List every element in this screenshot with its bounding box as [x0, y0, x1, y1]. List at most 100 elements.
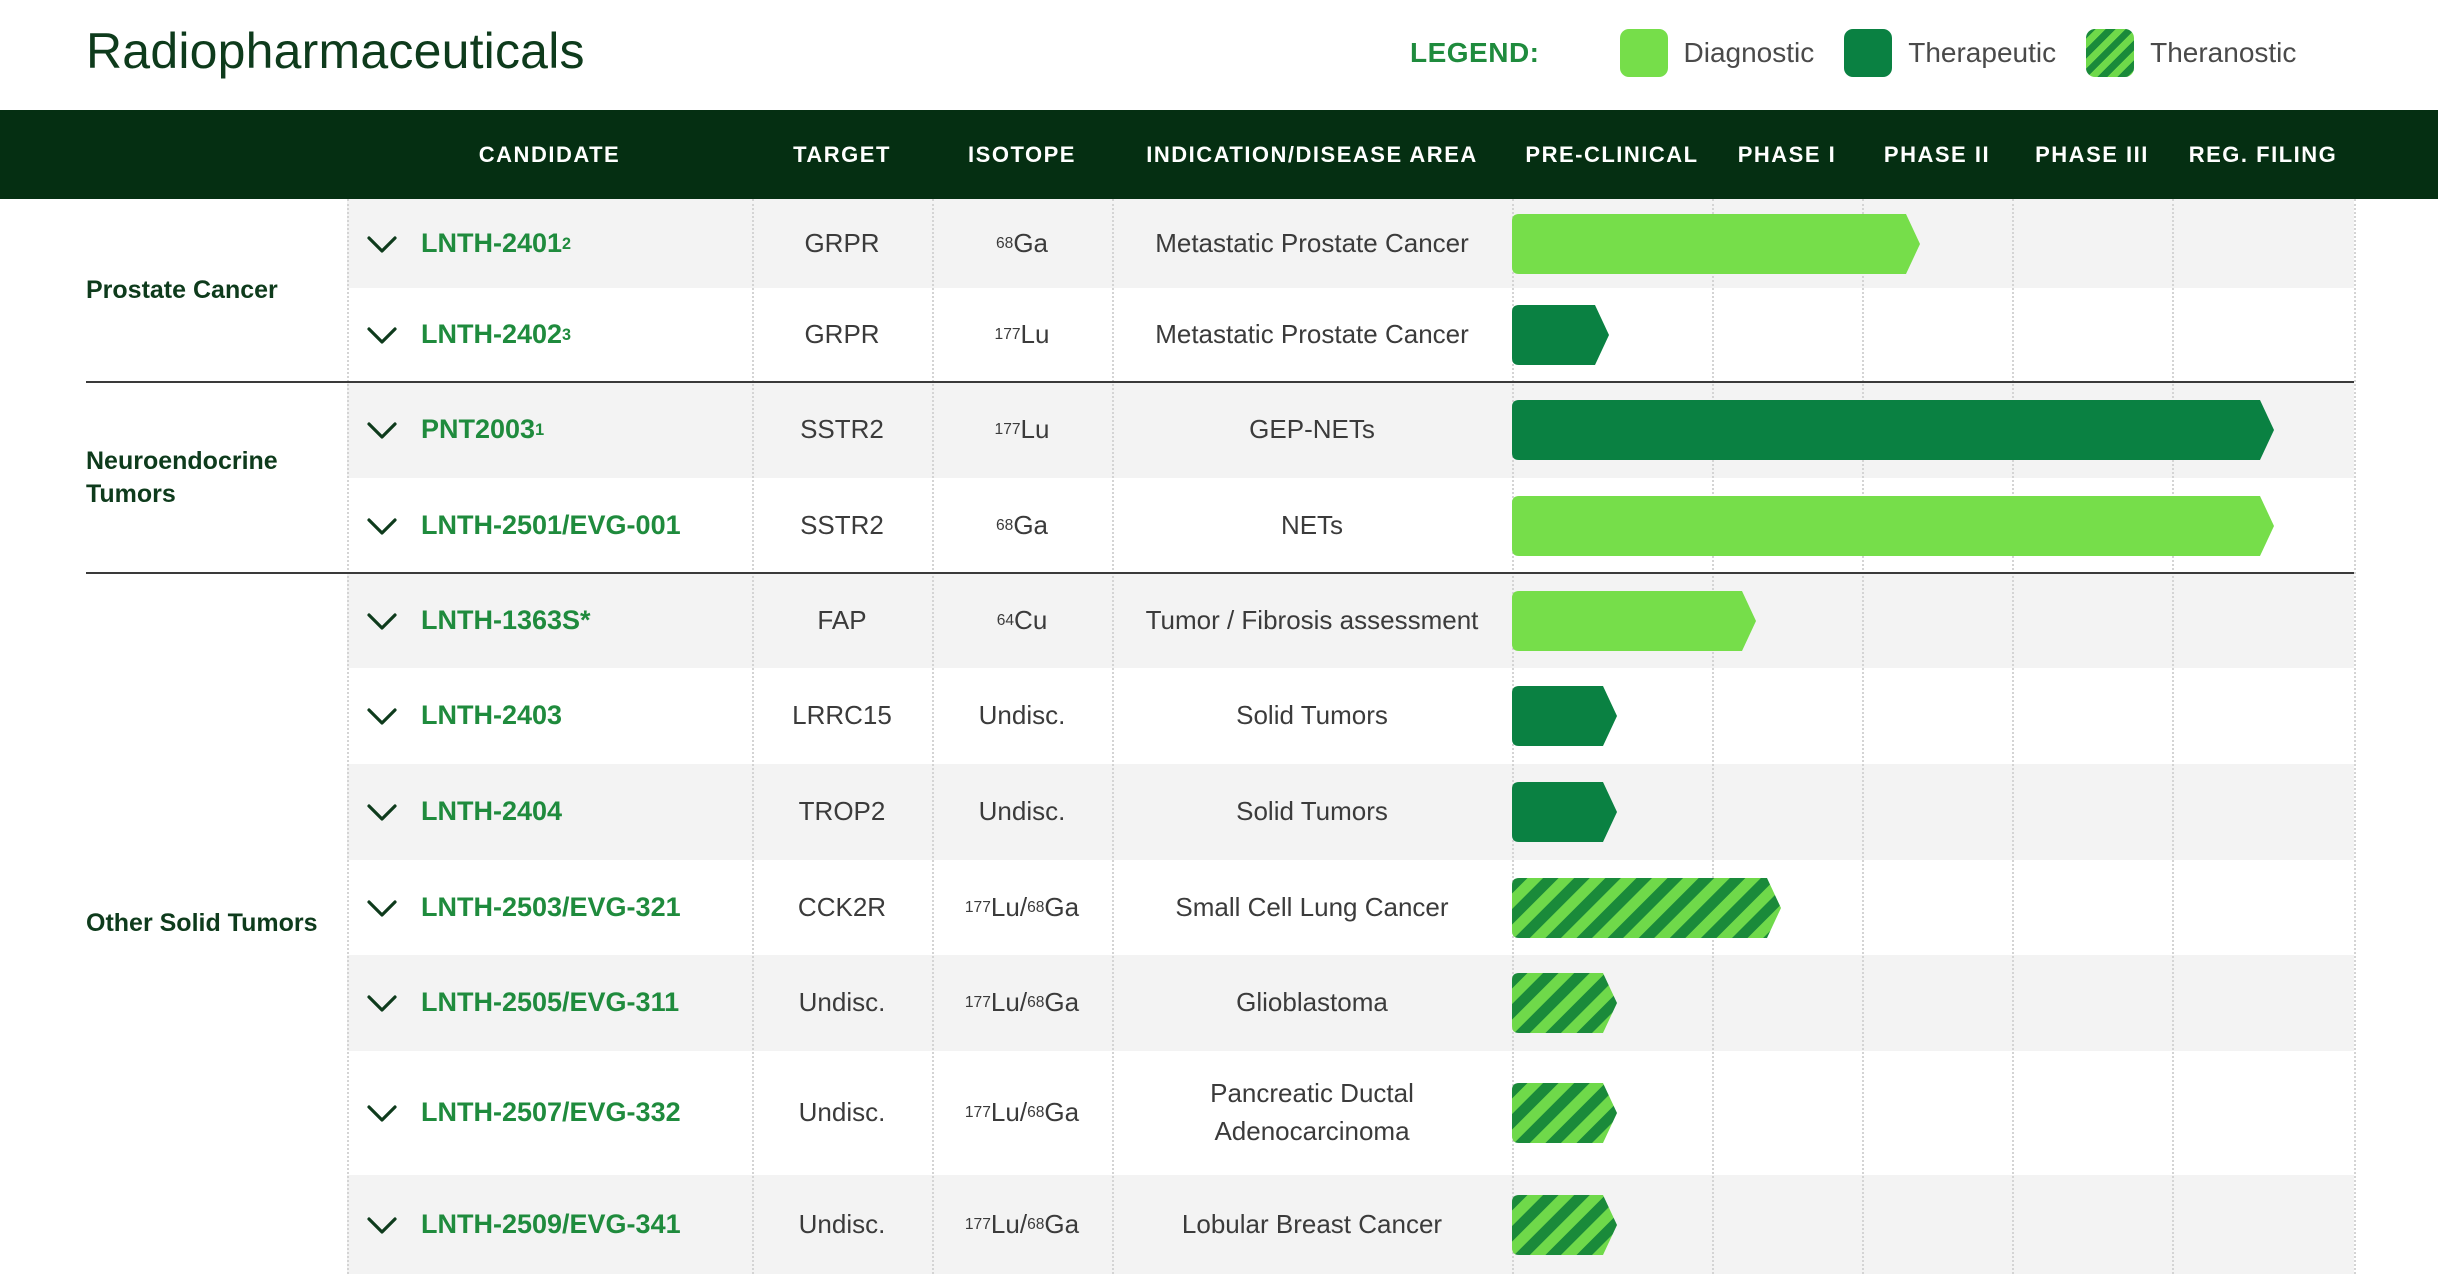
- candidate-name[interactable]: LNTH-2509/EVG-341: [421, 1208, 681, 1239]
- column-divider: [1712, 199, 1714, 1274]
- candidate-name[interactable]: LNTH-2402: [421, 319, 563, 350]
- isotope-separator: /: [1019, 1208, 1028, 1239]
- indication-cell: GEP-NETs: [1249, 414, 1375, 445]
- group-label: Prostate Cancer: [86, 276, 278, 305]
- progress-bar-therapeutic: [1512, 400, 2274, 460]
- legend-text-theranostic: Theranostic: [2150, 37, 2297, 68]
- element-symbol: Lu: [990, 987, 1020, 1018]
- chevron-down-icon[interactable]: [365, 227, 399, 261]
- legend-label: LEGEND:: [1410, 37, 1540, 68]
- isotope-separator: /: [1019, 1097, 1028, 1128]
- element-symbol: Lu: [1020, 319, 1050, 350]
- candidate-name[interactable]: LNTH-1363S*: [421, 604, 591, 635]
- candidate-row-toggle[interactable]: LNTH-2404: [347, 764, 752, 860]
- isotope-cell: 64 Cu: [932, 573, 1112, 668]
- isotope-cell: Undisc.: [978, 700, 1066, 731]
- isotope-cell: 68 Ga: [932, 199, 1112, 288]
- indication-cell: Small Cell Lung Cancer: [1175, 891, 1449, 922]
- indication-cell: Metastatic Prostate Cancer: [1155, 319, 1469, 350]
- candidate-row-toggle[interactable]: LNTH-1363S*: [347, 573, 752, 668]
- group-label: Other Solid Tumors: [86, 909, 318, 938]
- column-divider: [347, 199, 349, 1274]
- indication-line: Adenocarcinoma: [1214, 1116, 1410, 1146]
- chevron-down-icon[interactable]: [365, 318, 399, 352]
- progress-bar-theranostic: [1512, 973, 1617, 1033]
- legend: LEGEND: Diagnostic Therapeutic Theranost…: [1410, 26, 2326, 80]
- chevron-down-icon[interactable]: [365, 604, 399, 638]
- candidate-row-toggle[interactable]: LNTH-2503/EVG-321: [347, 860, 752, 955]
- element-symbol: Lu: [990, 1208, 1020, 1239]
- indication-cell: Solid Tumors: [1236, 700, 1388, 731]
- candidate-row-toggle[interactable]: LNTH-2507/EVG-332: [347, 1051, 752, 1175]
- element-symbol: Ga: [1044, 987, 1080, 1018]
- isotope-cell: 177 Lu: [932, 382, 1112, 478]
- target-cell: GRPR: [804, 227, 880, 258]
- progress-bar-diagnostic: [1512, 495, 2274, 556]
- candidate-row-toggle[interactable]: LNTH-2505/EVG-311: [347, 955, 752, 1051]
- legend-text-diagnostic: Diagnostic: [1683, 37, 1815, 68]
- col-header-phase3: PHASE III: [2035, 141, 2149, 167]
- row-background: [347, 955, 2354, 1051]
- chevron-down-icon[interactable]: [365, 413, 399, 447]
- element-symbol: Ga: [1013, 509, 1049, 540]
- candidate-row-toggle[interactable]: PNT2003 1: [347, 382, 752, 478]
- isotope-cell: 177 Lu: [932, 288, 1112, 382]
- element-symbol: Ga: [1044, 891, 1080, 922]
- target-cell: CCK2R: [797, 891, 887, 922]
- isotope-separator: /: [1019, 987, 1028, 1018]
- col-header-phase2: PHASE II: [1883, 141, 1991, 167]
- theranostic-swatch: [2086, 29, 2135, 77]
- indication-cell: Metastatic Prostate Cancer: [1155, 227, 1469, 258]
- chevron-down-icon[interactable]: [365, 1096, 399, 1130]
- chevron-down-icon[interactable]: [365, 891, 399, 925]
- candidate-row-toggle[interactable]: LNTH-2402 3: [347, 288, 752, 382]
- candidate-name[interactable]: LNTH-2401: [421, 227, 563, 258]
- legend-item-therapeutic: Therapeutic: [1844, 29, 2056, 77]
- progress-bar-theranostic: [1512, 877, 1781, 938]
- candidate-row-toggle[interactable]: LNTH-2509/EVG-341: [347, 1175, 752, 1274]
- chevron-down-icon[interactable]: [365, 1208, 399, 1242]
- col-header-target: TARGET: [793, 141, 891, 167]
- target-cell: FAP: [817, 604, 867, 635]
- row-background: [347, 199, 2354, 288]
- candidate-row-toggle[interactable]: LNTH-2501/EVG-001: [347, 478, 752, 573]
- legend-text-therapeutic: Therapeutic: [1908, 37, 2057, 68]
- progress-bar-therapeutic: [1512, 305, 1609, 365]
- candidate-name[interactable]: LNTH-2503/EVG-321: [421, 891, 681, 922]
- chevron-down-icon[interactable]: [365, 509, 399, 543]
- isotope-cell: 177 Lu/68 Ga: [932, 955, 1112, 1051]
- progress-bar-therapeutic: [1512, 686, 1617, 746]
- candidate-name[interactable]: LNTH-2505/EVG-311: [421, 987, 680, 1018]
- chevron-down-icon[interactable]: [365, 699, 399, 733]
- col-header-isotope: ISOTOPE: [968, 141, 1076, 167]
- group-label: Neuroendocrine Tumors: [86, 447, 278, 508]
- element-symbol: Ga: [1044, 1097, 1080, 1128]
- legend-item-diagnostic: Diagnostic: [1619, 29, 1815, 77]
- table-header-bar: [0, 110, 2438, 199]
- candidate-name[interactable]: LNTH-2501/EVG-001: [421, 509, 681, 540]
- element-symbol: Ga: [1044, 1208, 1080, 1239]
- target-cell: TROP2: [798, 796, 886, 827]
- chevron-down-icon[interactable]: [365, 795, 399, 829]
- candidate-row-toggle[interactable]: LNTH-2401 2: [347, 199, 752, 288]
- isotope-cell: Undisc.: [978, 796, 1066, 827]
- candidate-name[interactable]: PNT2003: [421, 414, 536, 445]
- candidate-name[interactable]: LNTH-2507/EVG-332: [421, 1097, 681, 1128]
- column-divider: [2012, 199, 2014, 1274]
- isotope-cell: 177 Lu/68 Ga: [932, 1175, 1112, 1274]
- indication-cell: Solid Tumors: [1236, 796, 1388, 827]
- element-symbol: Cu: [1014, 604, 1048, 635]
- indication-cell: NETs: [1280, 509, 1344, 540]
- group-divider: [86, 381, 2354, 383]
- page-title: Radiopharmaceuticals: [86, 23, 585, 79]
- element-symbol: Lu: [990, 891, 1020, 922]
- indication-cell: Pancreatic Ductal Adenocarcinoma: [1112, 1051, 1512, 1175]
- candidate-name[interactable]: LNTH-2403: [421, 700, 563, 731]
- isotope-cell: 68 Ga: [932, 478, 1112, 573]
- candidate-name[interactable]: LNTH-2404: [421, 796, 563, 827]
- row-background: [347, 573, 2354, 668]
- row-background: [347, 764, 2354, 860]
- candidate-row-toggle[interactable]: LNTH-2403: [347, 668, 752, 764]
- chevron-down-icon[interactable]: [365, 986, 399, 1020]
- isotope-separator: /: [1019, 891, 1028, 922]
